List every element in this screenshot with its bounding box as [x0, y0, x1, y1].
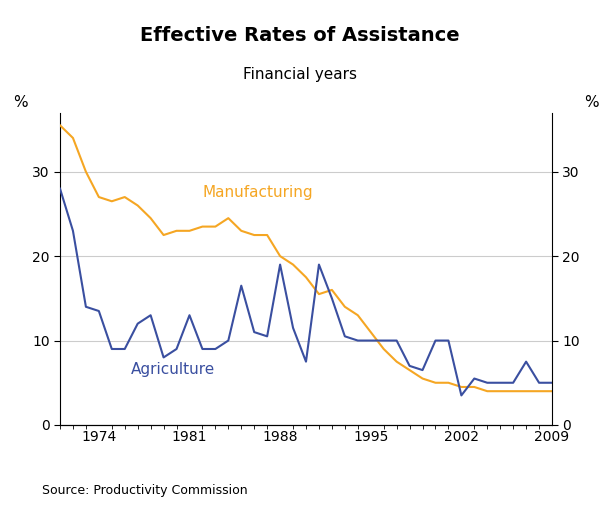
Text: %: %: [13, 95, 28, 110]
Text: %: %: [584, 95, 599, 110]
Text: Manufacturing: Manufacturing: [202, 185, 313, 200]
Text: Agriculture: Agriculture: [131, 362, 215, 377]
Text: Effective Rates of Assistance: Effective Rates of Assistance: [140, 26, 460, 45]
Text: Financial years: Financial years: [243, 67, 357, 81]
Text: Source: Productivity Commission: Source: Productivity Commission: [42, 484, 248, 497]
